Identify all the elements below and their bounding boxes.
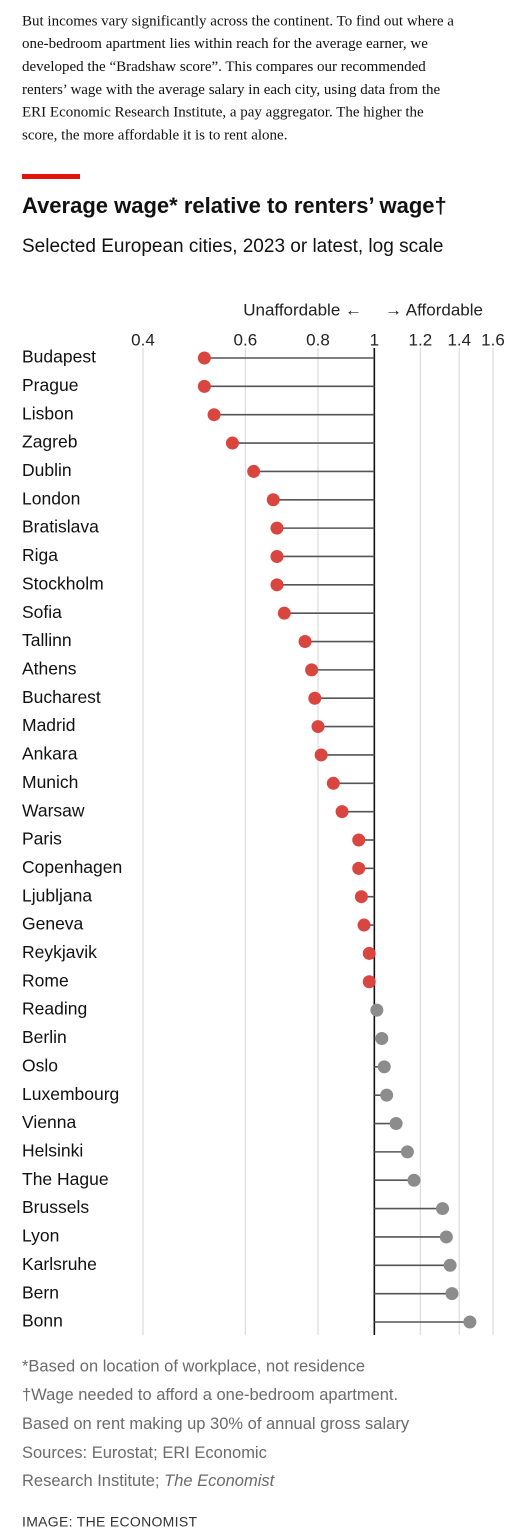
dot — [354, 890, 368, 904]
annotation-left: Unaffordable ← — [243, 300, 362, 319]
category-label: Rome — [22, 970, 69, 990]
dot — [352, 833, 366, 847]
category-label: Warsaw — [22, 800, 85, 820]
footnote: *Based on location of workplace, not res… — [22, 1357, 365, 1375]
source-italic: The Economist — [164, 1472, 275, 1490]
x-tick-label: 0.8 — [306, 330, 330, 349]
x-tick-label: 1.4 — [447, 330, 471, 349]
intro-line: score, the more affordable it is to rent… — [22, 127, 287, 143]
dot — [314, 748, 328, 762]
category-label: Berlin — [22, 1027, 67, 1047]
dot — [277, 606, 291, 620]
dot — [270, 578, 284, 592]
dot — [362, 946, 376, 960]
category-label: Dublin — [22, 460, 72, 480]
dot — [463, 1315, 477, 1329]
category-label: Bonn — [22, 1311, 63, 1331]
dot — [266, 493, 280, 507]
dot — [197, 351, 211, 365]
category-label: Stockholm — [22, 573, 104, 593]
category-label: Munich — [22, 772, 78, 792]
category-label: Ljubljana — [22, 885, 92, 905]
source-text: Research Institute; — [22, 1472, 164, 1490]
intro-line: But incomes vary significantly across th… — [22, 13, 454, 29]
dot — [357, 918, 371, 932]
dot — [407, 1173, 421, 1187]
dot — [439, 1230, 453, 1244]
category-label: Luxembourg — [22, 1084, 119, 1104]
category-label: Helsinki — [22, 1141, 83, 1161]
dot — [197, 379, 211, 393]
dot — [352, 861, 366, 875]
category-label: Athens — [22, 659, 77, 679]
dot — [298, 635, 312, 649]
footnote: Sources: Eurostat; ERI Economic — [22, 1444, 267, 1462]
category-label: Tallinn — [22, 630, 72, 650]
x-tick-label: 1.6 — [481, 330, 505, 349]
annotation-right: → Affordable — [385, 300, 483, 319]
dot — [380, 1088, 394, 1102]
intro-line: developed the “Bradshaw score”. This com… — [22, 59, 426, 75]
chart-subtitle: Selected European cities, 2023 or latest… — [22, 236, 443, 257]
category-label: Ankara — [22, 744, 78, 764]
category-label: Lyon — [22, 1226, 59, 1246]
dot — [326, 776, 340, 790]
chart-title: Average wage* relative to renters’ wage† — [22, 193, 447, 218]
category-label: Oslo — [22, 1055, 58, 1075]
intro-line: one-bedroom apartment lies within reach … — [22, 36, 428, 52]
dot — [308, 691, 322, 705]
category-label: Bratislava — [22, 517, 99, 537]
dot — [305, 663, 319, 677]
category-label: Lisbon — [22, 403, 74, 423]
category-label: Sofia — [22, 602, 62, 622]
dot — [335, 805, 349, 819]
intro-line: ERI Economic Research Institute, a pay a… — [22, 105, 424, 121]
dot — [225, 436, 239, 450]
category-label: Riga — [22, 545, 58, 565]
x-tick-label: 1 — [370, 330, 379, 349]
dot — [389, 1117, 403, 1131]
category-label: Reading — [22, 999, 87, 1019]
dot — [270, 549, 284, 563]
category-label: Prague — [22, 375, 78, 395]
footnote: †Wage needed to afford a one-bedroom apa… — [22, 1386, 398, 1404]
dot — [436, 1202, 450, 1216]
category-label: Zagreb — [22, 432, 77, 452]
dot — [247, 464, 261, 478]
x-tick-label: 1.2 — [409, 330, 433, 349]
dot — [207, 408, 221, 422]
category-label: Geneva — [22, 914, 84, 934]
x-tick-label: 0.4 — [131, 330, 155, 349]
accent-bar — [22, 174, 80, 179]
category-label: Paris — [22, 829, 62, 849]
category-label: Reykjavik — [22, 942, 97, 962]
category-label: Copenhagen — [22, 857, 122, 877]
dot — [443, 1258, 457, 1272]
category-label: London — [22, 488, 80, 508]
dot — [377, 1060, 391, 1074]
dot — [270, 521, 284, 535]
category-label: Bucharest — [22, 687, 101, 707]
dot — [370, 1003, 384, 1017]
category-label: The Hague — [22, 1169, 109, 1189]
category-label: Madrid — [22, 715, 76, 735]
dot — [445, 1287, 459, 1301]
intro-line: renters’ wage with the average salary in… — [22, 82, 440, 98]
x-tick-label: 0.6 — [234, 330, 258, 349]
category-label: Bern — [22, 1282, 59, 1302]
category-label: Vienna — [22, 1112, 76, 1132]
dot — [311, 720, 325, 734]
source-line: Research Institute; The Economist — [22, 1472, 276, 1490]
category-label: Karlsruhe — [22, 1254, 97, 1274]
dot — [400, 1145, 414, 1159]
category-label: Brussels — [22, 1197, 89, 1217]
dot — [362, 975, 376, 989]
dot — [375, 1031, 389, 1045]
category-label: Budapest — [22, 347, 96, 367]
footer: IMAGE: THE ECONOMIST — [22, 1514, 197, 1530]
footnote: Based on rent making up 30% of annual gr… — [22, 1415, 410, 1433]
